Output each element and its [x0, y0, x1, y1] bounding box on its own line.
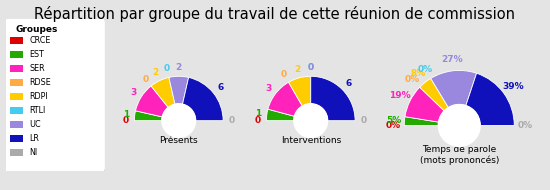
Bar	[10, 65, 23, 72]
Text: RDPI: RDPI	[29, 92, 48, 101]
Text: 0: 0	[307, 63, 314, 72]
Text: 0: 0	[164, 64, 170, 73]
Text: 0: 0	[123, 116, 129, 125]
Bar	[10, 107, 23, 114]
Wedge shape	[431, 70, 477, 108]
Text: 2: 2	[294, 65, 300, 74]
Text: 1: 1	[255, 109, 261, 118]
Bar	[10, 79, 23, 86]
Text: UC: UC	[29, 120, 41, 129]
Bar	[10, 121, 23, 128]
Text: 0: 0	[307, 63, 314, 72]
Wedge shape	[266, 109, 294, 121]
Wedge shape	[420, 78, 448, 111]
Text: 0: 0	[361, 116, 367, 125]
FancyBboxPatch shape	[3, 17, 106, 173]
Text: Répartition par groupe du travail de cette réunion de commission: Répartition par groupe du travail de cet…	[35, 6, 515, 22]
Text: 0: 0	[229, 116, 235, 125]
Text: RDSE: RDSE	[29, 78, 51, 87]
Text: 2: 2	[152, 68, 159, 77]
Text: EST: EST	[29, 50, 44, 59]
Text: Temps de parole
(mots prononcés): Temps de parole (mots prononcés)	[420, 145, 499, 165]
Text: 0: 0	[142, 74, 149, 84]
Circle shape	[438, 105, 480, 146]
Wedge shape	[311, 76, 355, 121]
Text: RTLI: RTLI	[29, 106, 46, 115]
Text: SER: SER	[29, 64, 45, 73]
Text: 5%: 5%	[386, 116, 401, 125]
Bar	[10, 37, 23, 44]
Wedge shape	[289, 76, 311, 106]
Text: 6: 6	[345, 78, 351, 88]
Text: 0%: 0%	[386, 121, 401, 130]
Text: 0%: 0%	[518, 121, 533, 130]
Text: 0%: 0%	[417, 65, 433, 74]
Circle shape	[294, 104, 328, 138]
Text: Présents: Présents	[160, 136, 198, 145]
Text: NI: NI	[29, 148, 37, 157]
Wedge shape	[466, 73, 514, 125]
Bar	[10, 135, 23, 142]
Text: 1: 1	[123, 110, 129, 119]
Text: 19%: 19%	[389, 91, 411, 100]
Text: 27%: 27%	[441, 55, 463, 64]
Wedge shape	[169, 76, 189, 104]
Wedge shape	[135, 86, 168, 117]
Wedge shape	[151, 77, 175, 108]
Text: CRCE: CRCE	[29, 36, 51, 45]
Text: 0%: 0%	[404, 75, 420, 84]
Wedge shape	[183, 77, 223, 121]
Text: 39%: 39%	[502, 82, 524, 91]
Text: LR: LR	[29, 134, 39, 143]
Text: 0: 0	[281, 70, 287, 79]
Bar	[10, 93, 23, 100]
Text: Interventions: Interventions	[280, 136, 341, 145]
Text: Groupes: Groupes	[15, 25, 58, 34]
Bar	[10, 149, 23, 156]
Text: 6: 6	[217, 83, 223, 92]
Wedge shape	[268, 82, 302, 116]
Text: 3: 3	[266, 84, 272, 93]
Bar	[10, 51, 23, 58]
Wedge shape	[404, 117, 438, 125]
Wedge shape	[405, 87, 444, 122]
Text: 3: 3	[130, 88, 137, 97]
Wedge shape	[134, 111, 162, 121]
Circle shape	[162, 104, 196, 138]
Text: 8%: 8%	[410, 69, 426, 78]
Text: 0: 0	[255, 116, 261, 125]
Text: 2: 2	[175, 63, 182, 72]
